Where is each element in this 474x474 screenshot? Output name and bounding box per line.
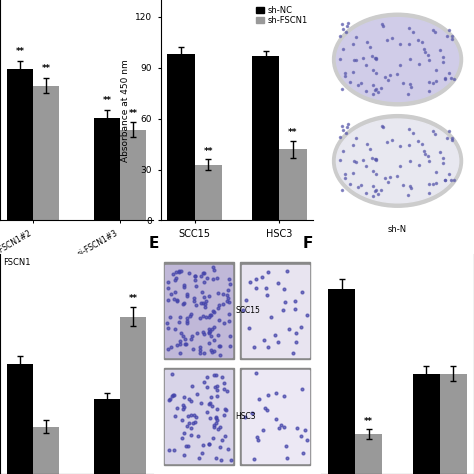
Bar xyxy=(164,368,234,465)
Text: **: ** xyxy=(102,96,111,105)
Text: **: ** xyxy=(128,294,137,303)
Bar xyxy=(120,130,146,220)
Text: FSCN1: FSCN1 xyxy=(3,258,30,267)
Legend: sh-NC, sh-FSCN1: sh-NC, sh-FSCN1 xyxy=(254,4,309,27)
Bar xyxy=(242,264,309,357)
Text: SCC15: SCC15 xyxy=(236,306,260,315)
Bar xyxy=(240,368,310,465)
Bar xyxy=(167,54,195,220)
Bar xyxy=(252,56,279,220)
Bar xyxy=(195,164,222,220)
Ellipse shape xyxy=(337,119,459,203)
Text: F: F xyxy=(303,236,313,251)
Ellipse shape xyxy=(333,115,463,207)
Text: HSC3: HSC3 xyxy=(236,412,256,421)
Text: **: ** xyxy=(364,418,373,427)
Bar xyxy=(279,149,307,220)
Text: **: ** xyxy=(288,128,298,137)
Bar xyxy=(164,262,234,359)
Text: E: E xyxy=(148,236,159,251)
Ellipse shape xyxy=(337,18,459,101)
Bar xyxy=(328,289,355,474)
Bar xyxy=(242,370,309,463)
Bar xyxy=(355,434,383,474)
Bar xyxy=(165,264,232,357)
Y-axis label: Absorbance at 450 nm: Absorbance at 450 nm xyxy=(120,59,129,162)
Ellipse shape xyxy=(333,13,463,106)
Bar xyxy=(440,374,467,474)
Bar xyxy=(413,374,440,474)
Text: **: ** xyxy=(42,64,51,73)
Bar xyxy=(240,262,310,359)
Bar xyxy=(33,427,59,474)
Bar xyxy=(94,118,120,220)
Bar xyxy=(94,399,120,474)
Text: **: ** xyxy=(128,109,137,118)
Bar xyxy=(120,317,146,474)
Text: **: ** xyxy=(203,147,213,156)
Bar xyxy=(165,370,232,463)
Bar xyxy=(7,364,33,474)
Text: sh-N: sh-N xyxy=(388,225,407,234)
Bar xyxy=(33,86,59,220)
Text: **: ** xyxy=(16,47,25,56)
Bar xyxy=(7,69,33,220)
